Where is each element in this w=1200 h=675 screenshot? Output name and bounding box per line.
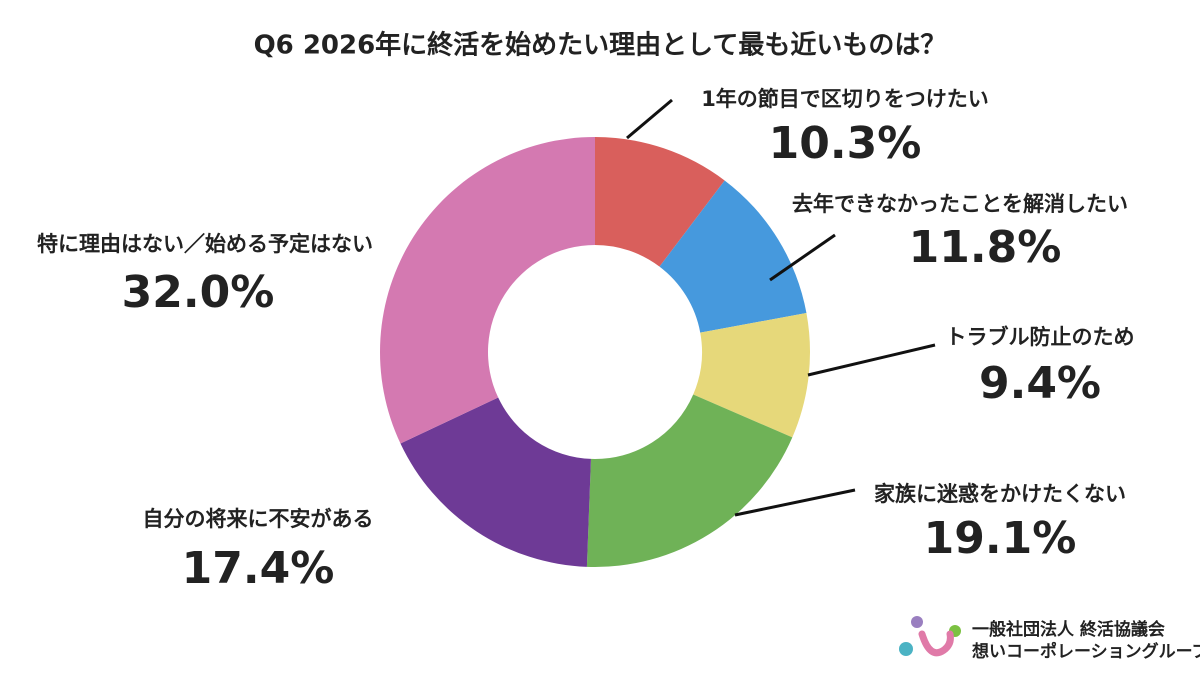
logo-text: 一般社団法人 終活協議会 bbox=[972, 619, 1165, 640]
slice-label: 自分の将来に不安がある bbox=[143, 507, 374, 531]
leader-line bbox=[734, 488, 856, 517]
value-label: 32.0% bbox=[122, 267, 275, 318]
leader-line bbox=[626, 98, 673, 140]
logo-dot bbox=[899, 642, 913, 656]
donut-slice bbox=[379, 136, 595, 444]
value-label: 11.8% bbox=[909, 222, 1062, 273]
slice-label: 1年の節目で区切りをつけたい bbox=[701, 87, 989, 111]
slice-label: 特に理由はない／始める予定はない bbox=[37, 232, 373, 256]
slice-label: トラブル防止のため bbox=[946, 325, 1135, 349]
slice-label: 家族に迷惑をかけたくない bbox=[874, 482, 1126, 506]
value-label: 10.3% bbox=[769, 118, 922, 169]
chart-title: Q6 2026年に終活を始めたい理由として最も近いものは？ bbox=[254, 30, 947, 61]
donut-slice bbox=[659, 180, 807, 333]
value-label: 19.1% bbox=[924, 513, 1077, 564]
donut-slice bbox=[400, 397, 591, 567]
donut-slice bbox=[595, 137, 725, 267]
logo-text: 想いコーポレーショングループ bbox=[972, 641, 1200, 662]
logo: 一般社団法人 終活協議会 想いコーポレーショングループ bbox=[899, 616, 1200, 662]
logo-dot bbox=[911, 616, 923, 628]
leader-line bbox=[769, 233, 836, 282]
value-label: 9.4% bbox=[979, 358, 1101, 409]
value-label: 17.4% bbox=[182, 543, 335, 594]
slice-label: 去年できなかったことを解消したい bbox=[792, 192, 1128, 216]
logo-mark bbox=[918, 630, 954, 657]
donut-slice bbox=[693, 313, 811, 438]
leader-line bbox=[807, 343, 936, 377]
donut-slice bbox=[586, 394, 793, 567]
